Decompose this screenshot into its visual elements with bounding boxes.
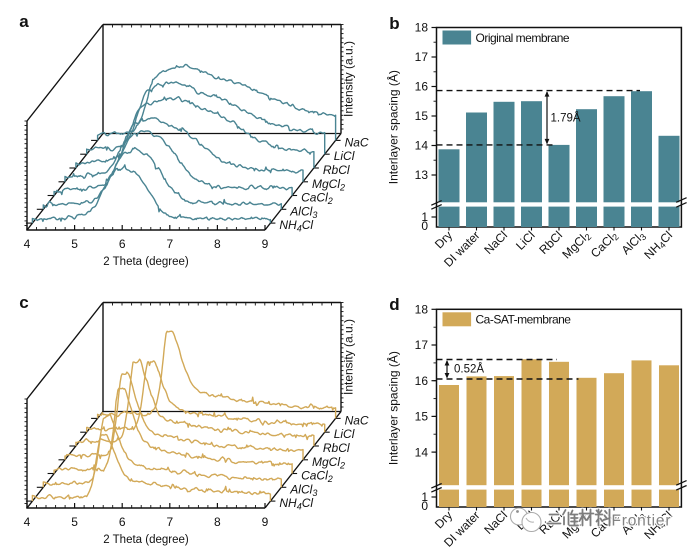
svg-text:AlCl3: AlCl3 bbox=[289, 482, 317, 498]
svg-text:15: 15 bbox=[415, 410, 429, 424]
svg-text:7: 7 bbox=[166, 237, 173, 251]
svg-text:1: 1 bbox=[421, 490, 428, 504]
svg-text:0: 0 bbox=[421, 219, 428, 233]
svg-text:LiCl: LiCl bbox=[334, 427, 355, 441]
svg-text:Intensity (a.u.): Intensity (a.u.) bbox=[342, 41, 356, 117]
svg-text:0: 0 bbox=[421, 499, 428, 513]
svg-text:0.52Å: 0.52Å bbox=[454, 363, 484, 376]
svg-text:RbCl: RbCl bbox=[323, 163, 350, 177]
svg-text:13: 13 bbox=[415, 168, 429, 182]
svg-text:NH4Cl: NH4Cl bbox=[279, 218, 313, 234]
svg-text:NaC: NaC bbox=[345, 135, 369, 149]
svg-text:Frontier: Frontier bbox=[612, 513, 672, 530]
svg-text:AlCl3: AlCl3 bbox=[289, 204, 317, 220]
svg-text:16: 16 bbox=[415, 374, 429, 388]
svg-text:CaCl2: CaCl2 bbox=[301, 469, 333, 485]
svg-text:RbCl: RbCl bbox=[323, 441, 350, 455]
svg-text:14: 14 bbox=[415, 139, 429, 153]
svg-text:5: 5 bbox=[71, 515, 78, 529]
svg-text:16: 16 bbox=[415, 80, 429, 94]
svg-text:4: 4 bbox=[24, 515, 31, 529]
svg-text:17: 17 bbox=[415, 50, 429, 64]
svg-text:9: 9 bbox=[262, 515, 269, 529]
svg-text:d: d bbox=[389, 295, 399, 314]
svg-text:1: 1 bbox=[421, 210, 428, 224]
svg-text:NaC: NaC bbox=[345, 413, 369, 427]
svg-text:NH4Cl: NH4Cl bbox=[279, 496, 313, 512]
svg-text:c: c bbox=[19, 293, 28, 312]
svg-text:Original membrane: Original membrane bbox=[476, 31, 570, 45]
svg-text:6: 6 bbox=[119, 237, 126, 251]
svg-text:Ca-SAT-membrane: Ca-SAT-membrane bbox=[476, 313, 572, 327]
svg-text:LiCl: LiCl bbox=[334, 149, 355, 163]
svg-text:8: 8 bbox=[214, 515, 221, 529]
svg-text:2 Theta (degree): 2 Theta (degree) bbox=[103, 256, 189, 268]
svg-text:18: 18 bbox=[415, 303, 429, 317]
svg-text:7: 7 bbox=[166, 515, 173, 529]
svg-text:CaCl2: CaCl2 bbox=[301, 191, 333, 207]
svg-text:1.79Å: 1.79Å bbox=[551, 112, 581, 125]
svg-text:4: 4 bbox=[24, 237, 31, 251]
svg-text:6: 6 bbox=[119, 515, 126, 529]
svg-text:MgCl2: MgCl2 bbox=[312, 177, 345, 193]
svg-text:8: 8 bbox=[214, 237, 221, 251]
svg-text:5: 5 bbox=[71, 237, 78, 251]
svg-text:14: 14 bbox=[415, 445, 429, 459]
svg-text:a: a bbox=[19, 12, 29, 31]
svg-text:b: b bbox=[389, 14, 399, 33]
svg-text:15: 15 bbox=[415, 109, 429, 123]
svg-text:Interlayer spacing (Å): Interlayer spacing (Å) bbox=[386, 70, 401, 184]
svg-text:18: 18 bbox=[415, 21, 429, 35]
svg-text:9: 9 bbox=[262, 237, 269, 251]
svg-text:2 Theta (degree): 2 Theta (degree) bbox=[103, 534, 189, 546]
svg-text:17: 17 bbox=[415, 338, 429, 352]
svg-text:Interlayer spacing (Å): Interlayer spacing (Å) bbox=[386, 351, 401, 465]
svg-text:Intensity (a.u.): Intensity (a.u.) bbox=[342, 319, 356, 395]
svg-text:MgCl2: MgCl2 bbox=[312, 455, 345, 471]
